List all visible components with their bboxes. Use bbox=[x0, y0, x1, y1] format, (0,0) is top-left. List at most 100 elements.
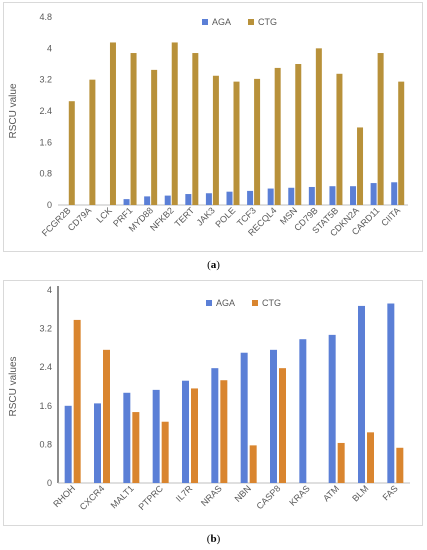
legend-swatch-aga bbox=[202, 19, 208, 25]
bar-ctg-stat5b bbox=[336, 73, 343, 206]
bar-ctg-lck bbox=[109, 42, 116, 206]
bar-ctg-tert bbox=[192, 53, 199, 206]
bar-aga-cd79b bbox=[308, 186, 315, 205]
x-category-label: NBN bbox=[233, 483, 254, 504]
x-category-label: RHOH bbox=[51, 483, 77, 509]
bar-ctg-il7r bbox=[191, 388, 198, 483]
bar-ctg-pole bbox=[233, 81, 240, 205]
bar-aga-nras bbox=[211, 368, 219, 483]
bar-aga-tert bbox=[185, 194, 192, 205]
chart-frame-b bbox=[3, 280, 423, 526]
bar-ctg-fas bbox=[396, 447, 404, 483]
bar-ctg-cd79b bbox=[315, 48, 322, 206]
bar-ctg-recql4 bbox=[274, 67, 281, 206]
panel-label-a: a bbox=[210, 259, 217, 271]
bar-ctg-prf1 bbox=[130, 53, 137, 206]
x-category-label: PTPRC bbox=[136, 483, 165, 512]
x-category-label: KRAS bbox=[287, 483, 311, 507]
bar-aga-ptprc bbox=[152, 389, 160, 483]
x-category-label: FCGR2B bbox=[40, 205, 73, 238]
bar-ctg-cdkn2a bbox=[357, 127, 364, 205]
bar-aga-prf1 bbox=[123, 199, 130, 205]
bar-aga-recql4 bbox=[267, 188, 274, 205]
x-category-label: MALT1 bbox=[109, 483, 136, 510]
bar-ctg-blm bbox=[367, 432, 374, 483]
x-category-label: CD79A bbox=[66, 205, 94, 233]
panel-label-b: b bbox=[210, 533, 217, 545]
bar-aga-tcf3 bbox=[247, 190, 254, 205]
bar-ctg-casp8 bbox=[279, 368, 286, 483]
bar-ctg-atm bbox=[337, 442, 345, 483]
bar-aga-stat5b bbox=[329, 186, 336, 205]
legend-swatch-ctg bbox=[248, 19, 254, 25]
x-category-label: TERT bbox=[173, 205, 197, 229]
y-tick-label: 2.4 bbox=[39, 106, 52, 116]
bar-aga-rhoh bbox=[64, 405, 72, 483]
y-tick-label: 3.2 bbox=[39, 75, 52, 85]
y-tick-label: 1.6 bbox=[39, 137, 52, 147]
x-category-label: IL7R bbox=[174, 483, 195, 504]
bar-ctg-nbn bbox=[249, 445, 257, 483]
x-category-label: ATM bbox=[321, 483, 341, 503]
bar-ctg-malt1 bbox=[132, 412, 140, 483]
bar-ctg-tcf3 bbox=[254, 78, 261, 205]
bar-aga-card11 bbox=[370, 183, 377, 205]
bar-ctg-jak3 bbox=[212, 75, 219, 205]
x-category-label: JAK3 bbox=[195, 205, 217, 227]
y-tick-label: 3.2 bbox=[39, 324, 52, 334]
bar-aga-malt1 bbox=[123, 392, 131, 483]
bar-aga-kras bbox=[299, 339, 307, 483]
bar-aga-msn bbox=[288, 187, 295, 205]
bar-aga-atm bbox=[328, 334, 336, 483]
panel-caption-a: (a) bbox=[207, 259, 220, 271]
bar-aga-cdkn2a bbox=[350, 186, 357, 205]
legend-label-aga: AGA bbox=[216, 298, 235, 308]
legend-label-ctg: CTG bbox=[262, 298, 281, 308]
legend-swatch-aga bbox=[206, 300, 212, 306]
legend-swatch-ctg bbox=[252, 300, 258, 306]
y-tick-label: 0.8 bbox=[39, 169, 52, 179]
y-axis-title: RSCU values bbox=[8, 356, 19, 416]
bar-ctg-rhoh bbox=[73, 319, 81, 483]
legend-label-ctg: CTG bbox=[258, 17, 277, 27]
x-category-label: CXCR4 bbox=[78, 483, 107, 512]
legend-label-aga: AGA bbox=[212, 17, 231, 27]
y-tick-label: 0 bbox=[47, 200, 52, 210]
bar-chart-b: RSCU values 0 0.8 1.6 2.4 3.2 4 RHOH CXCR4 MALT1 P… bbox=[8, 285, 410, 512]
bar-ctg-msn bbox=[295, 64, 302, 205]
bar-ctg-card11 bbox=[377, 53, 384, 206]
x-category-label: BLM bbox=[350, 483, 370, 503]
bar-aga-ciita bbox=[391, 182, 398, 205]
bar-aga-nfkb2 bbox=[164, 195, 171, 205]
bar-aga-jak3 bbox=[205, 193, 212, 205]
bar-ctg-myd88 bbox=[151, 69, 158, 205]
x-category-label: NRAS bbox=[199, 483, 224, 508]
y-tick-label: 0.8 bbox=[39, 439, 52, 449]
chart-panel-a: RSCU value 0 0.8 1.6 2.4 3.2 4 4.8 FCGR2B CD79A LC… bbox=[3, 2, 423, 271]
chart-frame-a bbox=[3, 2, 423, 252]
y-tick-label: 2.4 bbox=[39, 362, 52, 372]
chart-panel-b: RSCU values 0 0.8 1.6 2.4 3.2 4 RHOH CXCR4 MALT1 P… bbox=[0, 278, 427, 550]
x-category-label: FAS bbox=[381, 483, 400, 502]
x-category-label: CASP8 bbox=[254, 483, 282, 511]
y-tick-label: 0 bbox=[47, 478, 52, 488]
bar-aga-cxcr4 bbox=[94, 403, 101, 483]
x-category-label: CIITA bbox=[379, 205, 402, 228]
bar-aga-blm bbox=[358, 305, 365, 483]
bar-ctg-ciita bbox=[398, 81, 405, 205]
x-category-label: NFKB2 bbox=[148, 205, 176, 233]
y-tick-label: 1.6 bbox=[39, 401, 52, 411]
y-tick-label: 4.8 bbox=[39, 12, 52, 22]
bar-aga-nbn bbox=[240, 352, 248, 483]
bar-ctg-cd79a bbox=[89, 79, 96, 205]
bar-aga-casp8 bbox=[270, 349, 277, 483]
bar-aga-pole bbox=[226, 191, 233, 205]
bar-ctg-ptprc bbox=[161, 421, 169, 483]
bar-aga-il7r bbox=[182, 380, 189, 483]
y-axis-title: RSCU value bbox=[8, 83, 19, 138]
bar-aga-myd88 bbox=[144, 196, 151, 205]
bar-ctg-fcgr2b bbox=[68, 101, 75, 205]
bar-ctg-nfkb2 bbox=[171, 42, 178, 206]
panel-caption-b: (b) bbox=[206, 533, 221, 545]
